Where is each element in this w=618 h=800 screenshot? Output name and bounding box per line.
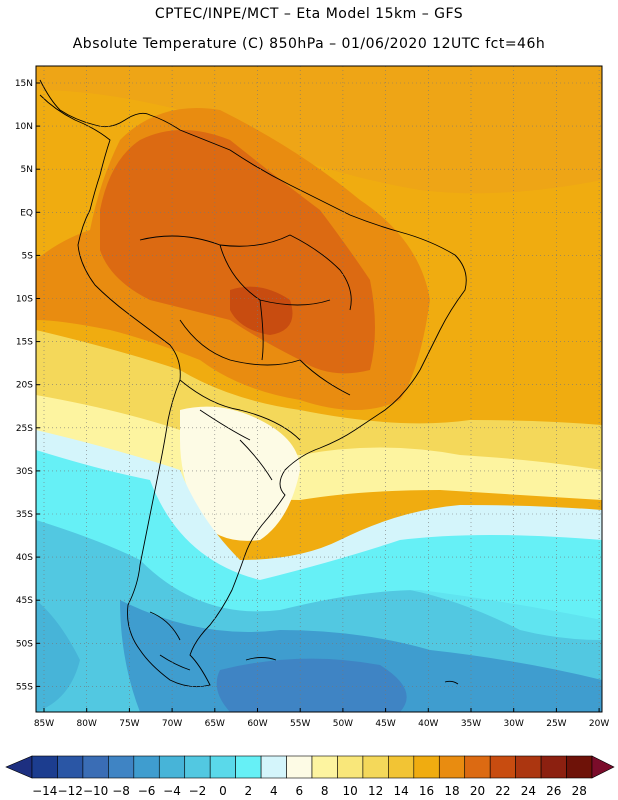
colorbar-swatch xyxy=(489,755,516,779)
colorbar-swatch xyxy=(413,755,440,779)
lat-label-25s: 25S xyxy=(16,424,33,434)
colorbar-label: 22 xyxy=(495,784,510,798)
colorbar-label: 0 xyxy=(219,784,227,798)
colorbar-swatch xyxy=(235,755,262,779)
colorbar-label: 16 xyxy=(419,784,434,798)
field-west-pacific xyxy=(36,600,80,712)
lon-label-40w: 40W xyxy=(418,719,438,729)
lon-label-60w: 60W xyxy=(247,719,267,729)
colorbar-label: 12 xyxy=(368,784,383,798)
lat-label-5n: 5N xyxy=(21,165,33,175)
field-hot-core xyxy=(100,130,375,374)
lat-label-10n: 10N xyxy=(15,122,33,132)
colorbar-label: 28 xyxy=(572,784,587,798)
colorbar-label: 4 xyxy=(270,784,278,798)
colorbar-left-arrow xyxy=(5,755,33,779)
colorbar-label: −10 xyxy=(83,784,108,798)
colorbar: −14 −12 −10 −8 −6 −4 −2 0 2 4 6 8 10 12 14 16 18 20 22 24 26… xyxy=(5,755,615,798)
colorbar-label: 18 xyxy=(444,784,459,798)
lat-label-10s: 10S xyxy=(16,295,33,305)
colorbar-swatch xyxy=(209,755,236,779)
plot-frame xyxy=(35,65,603,713)
colorbar-swatch xyxy=(540,755,567,779)
colorbar-swatch xyxy=(337,755,364,779)
lon-label-55w: 55W xyxy=(290,719,310,729)
colorbar-swatch xyxy=(286,755,313,779)
lon-label-70w: 70W xyxy=(162,719,182,729)
colorbar-swatch xyxy=(31,755,58,779)
lon-label-80w: 80W xyxy=(77,719,97,729)
lat-label-eq: EQ xyxy=(20,208,33,218)
lon-label-65w: 65W xyxy=(205,719,225,729)
lon-label-85w: 85W xyxy=(34,719,54,729)
colorbar-label: −6 xyxy=(138,784,156,798)
colorbar-swatch xyxy=(184,755,211,779)
field-colder-blue xyxy=(216,658,407,712)
lon-label-50w: 50W xyxy=(333,719,353,729)
title-line-1: CPTEC/INPE/MCT – Eta Model 15km – GFS xyxy=(154,6,464,22)
colorbar-swatch xyxy=(438,755,466,779)
colorbar-label: 24 xyxy=(521,784,536,798)
lat-label-55s: 55S xyxy=(16,682,33,692)
colorbar-swatch xyxy=(311,755,338,779)
colorbar-label: 8 xyxy=(321,784,329,798)
lat-label-35s: 35S xyxy=(16,510,33,520)
colorbar-swatch xyxy=(82,755,109,779)
colorbar-swatch xyxy=(566,755,593,779)
longitude-labels: 85W 80W 75W 70W 65W 60W 55W 50W 45W 40W 35W 30W 25W 2… xyxy=(34,708,609,729)
colorbar-swatch xyxy=(362,755,389,779)
lat-label-30s: 30S xyxy=(16,467,33,477)
lat-label-40s: 40S xyxy=(16,553,33,563)
colorbar-right-arrow xyxy=(591,755,615,779)
colorbar-swatch xyxy=(57,755,84,779)
colorbar-label: −8 xyxy=(112,784,130,798)
colorbar-label: 6 xyxy=(295,784,303,798)
lat-label-5s: 5S xyxy=(22,251,34,261)
south-america-coast xyxy=(39,79,467,688)
coastlines xyxy=(39,79,467,688)
colorbar-swatch xyxy=(158,755,186,779)
colorbar-label: −4 xyxy=(163,784,181,798)
lat-label-50s: 50S xyxy=(16,639,33,649)
lon-label-75w: 75W xyxy=(119,719,139,729)
lat-label-15n: 15N xyxy=(15,79,33,89)
lat-label-20s: 20S xyxy=(16,381,33,391)
lat-label-45s: 45S xyxy=(16,596,33,606)
colorbar-label: −2 xyxy=(189,784,207,798)
colorbar-swatch xyxy=(260,755,287,779)
lat-label-15s: 15S xyxy=(16,338,33,348)
lon-label-35w: 35W xyxy=(461,719,481,729)
colorbar-swatch xyxy=(108,755,135,779)
temperature-field xyxy=(36,66,602,712)
title-line-2: Absolute Temperature (C) 850hPa – 01/06/… xyxy=(72,36,546,52)
field-north-band xyxy=(36,66,602,194)
colorbar-label: 10 xyxy=(343,784,358,798)
colorbar-label: 2 xyxy=(245,784,253,798)
colorbar-swatch xyxy=(133,755,160,779)
lon-label-30w: 30W xyxy=(504,719,524,729)
colorbar-label: −12 xyxy=(58,784,83,798)
colorbar-label: 26 xyxy=(546,784,561,798)
lon-label-20w: 20W xyxy=(589,719,609,729)
colorbar-swatch xyxy=(515,755,542,779)
lon-label-25w: 25W xyxy=(546,719,566,729)
colorbar-label: 20 xyxy=(470,784,485,798)
colorbar-label: −14 xyxy=(32,784,57,798)
colorbar-label: 14 xyxy=(393,784,408,798)
field-cream-argentina xyxy=(180,406,300,541)
colorbar-swatch xyxy=(464,755,491,779)
latitude-labels: 15N 10N 5N EQ 5S 10S 15S 20S 25S 30S 35S 40S 45S 50S 5… xyxy=(15,79,40,692)
lon-label-45w: 45W xyxy=(375,719,395,729)
colorbar-swatch xyxy=(388,755,415,779)
country-borders xyxy=(139,234,352,481)
southern-islands xyxy=(149,611,459,685)
